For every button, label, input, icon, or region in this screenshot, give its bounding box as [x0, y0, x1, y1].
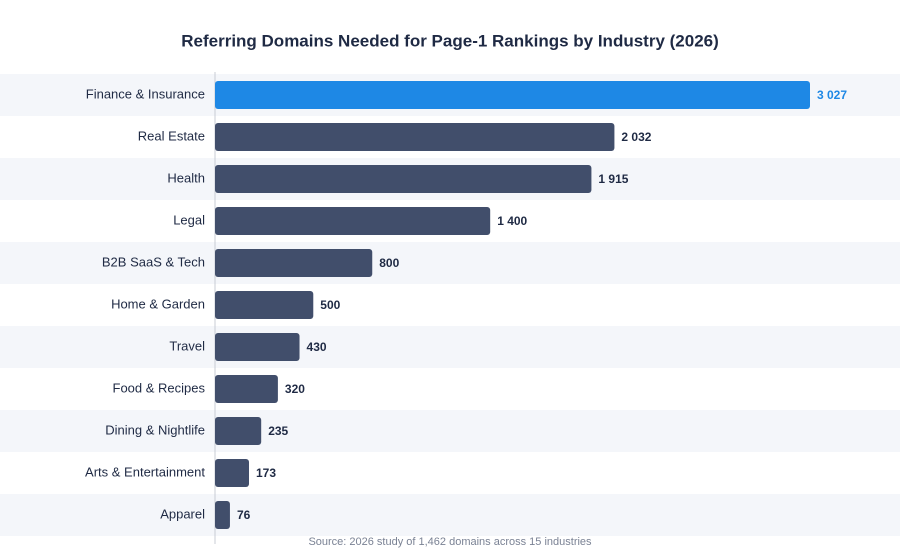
- value-label: 76: [237, 508, 251, 522]
- value-label: 500: [320, 298, 340, 312]
- bar: [215, 459, 250, 487]
- bar: [215, 417, 262, 445]
- bar: [215, 333, 300, 361]
- source-note: Source: 2026 study of 1,462 domains acro…: [308, 536, 592, 548]
- value-label: 173: [256, 466, 276, 480]
- category-label: Travel: [169, 338, 205, 353]
- bar: [215, 501, 230, 529]
- value-label: 320: [285, 382, 305, 396]
- bar: [215, 375, 278, 403]
- value-label: 1 400: [497, 214, 527, 228]
- category-label: Dining & Nightlife: [105, 422, 205, 437]
- value-label: 3 027: [817, 88, 847, 102]
- bar: [215, 165, 592, 193]
- category-label: Apparel: [160, 506, 205, 521]
- category-label: B2B SaaS & Tech: [102, 254, 205, 269]
- row-background: [0, 242, 900, 284]
- row-background: [0, 326, 900, 368]
- row-background: [0, 410, 900, 452]
- bar: [215, 81, 810, 109]
- category-label: Arts & Entertainment: [85, 464, 205, 479]
- bar: [215, 123, 615, 151]
- value-label: 1 915: [598, 172, 628, 186]
- category-label: Legal: [173, 212, 205, 227]
- bar: [215, 207, 491, 235]
- bar: [215, 291, 314, 319]
- category-label: Health: [167, 170, 205, 185]
- value-label: 430: [307, 340, 327, 354]
- row-background: [0, 494, 900, 536]
- category-label: Finance & Insurance: [86, 86, 205, 101]
- category-label: Food & Recipes: [113, 380, 206, 395]
- category-label: Home & Garden: [111, 296, 205, 311]
- value-label: 800: [379, 256, 399, 270]
- bar: [215, 249, 373, 277]
- value-label: 235: [268, 424, 288, 438]
- chart-title: Referring Domains Needed for Page-1 Rank…: [181, 31, 719, 50]
- category-label: Real Estate: [138, 128, 205, 143]
- value-label: 2 032: [621, 130, 651, 144]
